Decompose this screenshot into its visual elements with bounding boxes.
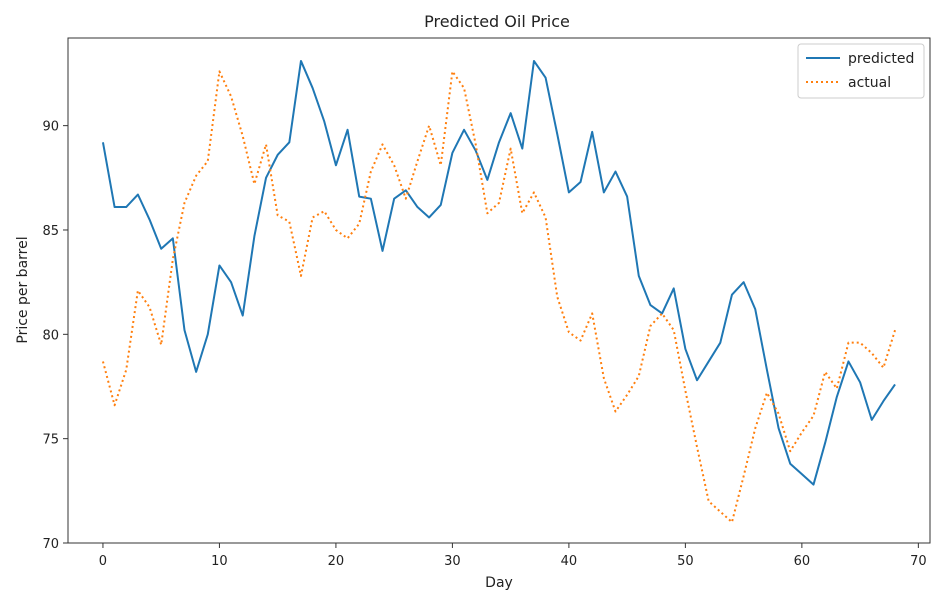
x-axis: 0 10 20 30 40 50 60 70 xyxy=(99,543,927,569)
y-tick-label: 70 xyxy=(42,537,59,552)
legend-label-predicted: predicted xyxy=(848,51,914,67)
plot-series xyxy=(101,59,897,524)
y-axis-label: Price per barrel xyxy=(15,236,31,343)
legend: predicted actual xyxy=(797,43,925,99)
series-line-predicted xyxy=(101,59,896,486)
plot-frame xyxy=(67,37,931,544)
x-tick-label: 50 xyxy=(677,554,694,569)
y-tick-label: 85 xyxy=(42,224,59,239)
y-tick-label: 80 xyxy=(42,328,59,343)
chart-title: Predicted Oil Price xyxy=(424,12,570,31)
y-tick-label: 90 xyxy=(42,120,59,135)
x-tick-label: 40 xyxy=(561,554,578,569)
x-tick-label: 0 xyxy=(99,554,107,569)
series-line-actual xyxy=(101,70,897,524)
y-axis: 70 75 80 85 90 xyxy=(42,120,68,552)
y-tick-label: 75 xyxy=(42,433,59,448)
legend-label-actual: actual xyxy=(848,75,891,91)
x-axis-label: Day xyxy=(485,575,513,591)
x-tick-label: 20 xyxy=(328,554,345,569)
x-tick-label: 70 xyxy=(910,554,927,569)
x-tick-label: 60 xyxy=(794,554,811,569)
x-tick-label: 30 xyxy=(444,554,461,569)
x-tick-label: 10 xyxy=(211,554,228,569)
